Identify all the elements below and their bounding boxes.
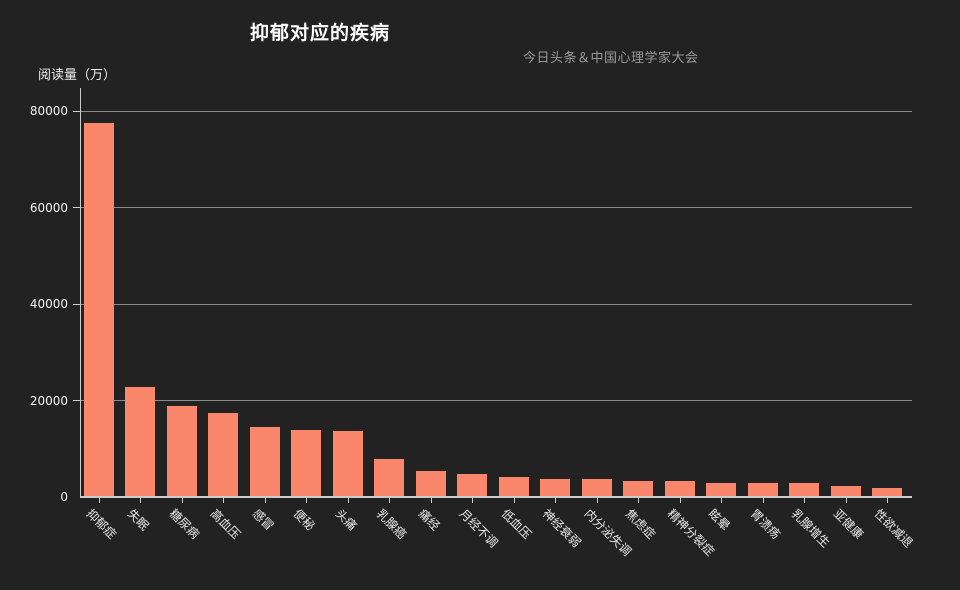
bar-低血压: [498, 476, 529, 496]
x-axis-tick: [887, 498, 888, 503]
y-axis-name: 阅读量（万）: [38, 68, 117, 83]
gridline-40000: [80, 303, 912, 305]
x-axis-tick: [472, 498, 473, 503]
chart-title: 抑郁对应的疾病: [250, 22, 391, 44]
x-axis-tick: [389, 498, 390, 503]
bar-内分泌失调: [581, 479, 612, 496]
y-axis-tick: [73, 303, 80, 305]
bar-头痛: [332, 431, 363, 496]
x-axis-line: [80, 496, 912, 498]
x-category-label: 抑郁症: [83, 506, 119, 542]
x-category-label: 头痛: [332, 506, 360, 534]
x-axis-tick: [721, 498, 722, 503]
x-axis-tick: [804, 498, 805, 503]
x-category-label: 月经不调: [456, 506, 501, 551]
x-axis-tick: [264, 498, 266, 503]
x-axis-tick: [845, 498, 847, 503]
x-category-label: 高血压: [207, 506, 244, 542]
bar-月经不调: [457, 474, 487, 496]
x-category-label: 感冒: [249, 506, 277, 534]
bar-抑郁症: [83, 123, 114, 496]
y-tick-label: 0: [60, 490, 68, 504]
x-category-label: 胃溃疡: [747, 506, 783, 542]
y-axis-line: [80, 88, 81, 497]
x-category-label: 失眠: [124, 506, 152, 534]
x-axis-tick: [513, 498, 515, 503]
bar-感冒: [249, 426, 280, 496]
bar-胃溃疡: [747, 482, 778, 496]
x-category-label: 眩晕: [705, 506, 733, 534]
x-axis-tick: [638, 498, 639, 503]
x-axis-tick: [306, 498, 307, 503]
x-axis-tick: [555, 498, 556, 503]
bar-高血压: [208, 412, 238, 496]
bar-乳腺增生: [789, 483, 819, 496]
bar-痛经: [415, 471, 446, 496]
y-tick-label: 80000: [29, 104, 68, 118]
y-axis-tick: [73, 110, 80, 112]
gridline-20000: [80, 400, 912, 401]
x-axis-tick: [98, 498, 100, 503]
bar-性欲减退: [872, 487, 902, 496]
y-tick-label: 20000: [29, 393, 68, 408]
gridline-60000: [80, 207, 912, 208]
x-category-label: 痛经: [415, 506, 443, 534]
x-category-label: 乳腺癌: [373, 506, 410, 542]
x-category-label: 亚健康: [830, 506, 866, 542]
bar-神经衰弱: [540, 478, 570, 496]
x-category-label: 便秘: [290, 506, 318, 534]
bar-焦虑症: [623, 480, 653, 496]
x-category-label: 糖尿病: [166, 506, 202, 542]
y-axis-tick: [73, 207, 80, 208]
gridline-80000: [80, 110, 912, 112]
bar-精神分裂症: [664, 481, 695, 496]
x-category-label: 乳腺增生: [788, 506, 833, 551]
x-category-label: 性欲减退: [871, 506, 916, 551]
x-axis-tick: [347, 498, 349, 503]
bar-亚健康: [830, 485, 861, 496]
bar-乳腺癌: [374, 459, 404, 496]
bar-失眠: [125, 386, 155, 496]
y-axis-tick: [73, 400, 80, 401]
x-axis-tick: [679, 498, 681, 503]
x-axis-tick: [181, 498, 183, 503]
x-category-label: 低血压: [498, 506, 534, 542]
bar-糖尿病: [166, 406, 197, 496]
x-axis-tick: [762, 498, 764, 503]
bar-便秘: [291, 430, 321, 496]
x-axis-tick: [223, 498, 224, 503]
x-axis-tick: [140, 498, 141, 503]
y-tick-label: 60000: [29, 200, 68, 215]
x-category-label: 神经衰弱: [539, 506, 584, 551]
chart-subtitle: 今日头条＆中国心理学家大会: [523, 51, 699, 66]
x-category-label: 焦虑症: [622, 506, 659, 542]
x-axis-tick: [596, 498, 598, 503]
bar-眩晕: [706, 483, 736, 496]
x-axis-tick: [430, 498, 432, 503]
y-tick-label: 40000: [29, 297, 68, 311]
